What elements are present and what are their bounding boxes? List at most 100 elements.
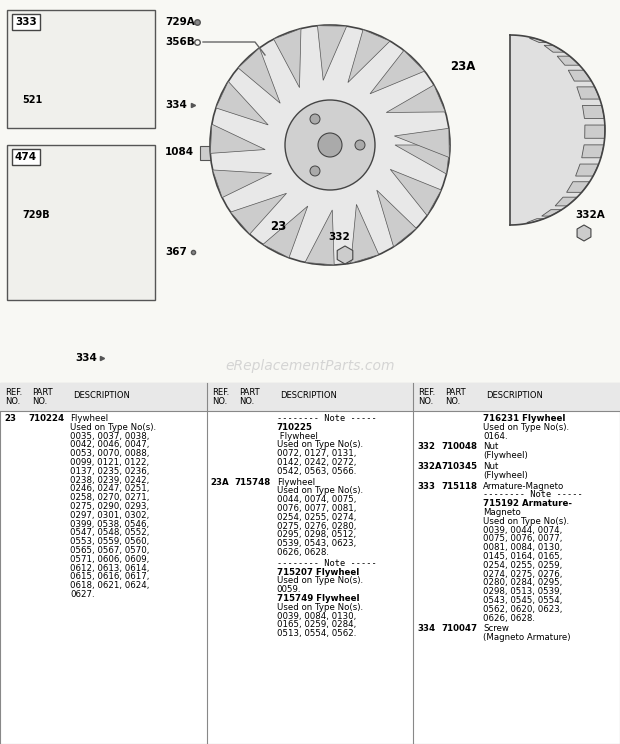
Bar	[12, 149, 40, 165]
Polygon shape	[577, 87, 600, 99]
Text: 715118: 715118	[441, 481, 477, 490]
Text: 0145, 0164, 0165,: 0145, 0164, 0165,	[484, 552, 563, 561]
Text: 0053, 0070, 0088,: 0053, 0070, 0088,	[70, 449, 149, 458]
Text: 0164.: 0164.	[484, 432, 508, 440]
Text: Used on Type No(s).: Used on Type No(s).	[277, 603, 363, 612]
Text: 23: 23	[4, 414, 16, 423]
Text: 334: 334	[417, 624, 435, 633]
Text: NO.: NO.	[5, 397, 20, 406]
Bar	[0, 383, 620, 744]
Text: Used on Type No(s).: Used on Type No(s).	[484, 517, 569, 526]
Text: -------- Note -----: -------- Note -----	[484, 490, 583, 499]
Text: 715207 Flywheel: 715207 Flywheel	[277, 568, 359, 577]
Text: 710048: 710048	[441, 443, 477, 452]
Text: 729A: 729A	[165, 17, 195, 27]
Text: 356B: 356B	[165, 37, 195, 47]
Circle shape	[210, 25, 450, 265]
Text: 0539, 0543, 0623,: 0539, 0543, 0623,	[277, 539, 356, 548]
Text: 0072, 0127, 0131,: 0072, 0127, 0131,	[277, 449, 356, 458]
Text: 474: 474	[15, 152, 37, 162]
Polygon shape	[273, 28, 301, 88]
Text: 0044, 0074, 0075,: 0044, 0074, 0075,	[277, 496, 356, 504]
Text: NO.: NO.	[418, 397, 433, 406]
Text: Magneto: Magneto	[484, 508, 521, 517]
Text: REF.: REF.	[418, 388, 436, 397]
Polygon shape	[542, 210, 562, 216]
Text: REF.: REF.	[5, 388, 22, 397]
Polygon shape	[210, 124, 265, 153]
Text: PART: PART	[239, 388, 259, 397]
Circle shape	[285, 100, 375, 190]
Text: 710047: 710047	[441, 624, 477, 633]
Text: Nut: Nut	[484, 462, 498, 471]
Text: -------- Note -----: -------- Note -----	[277, 414, 376, 423]
Polygon shape	[394, 128, 450, 158]
Text: 0295, 0298, 0512,: 0295, 0298, 0512,	[277, 530, 356, 539]
Text: PART: PART	[445, 388, 466, 397]
Polygon shape	[575, 164, 599, 176]
Polygon shape	[377, 190, 416, 247]
Polygon shape	[390, 170, 441, 216]
Text: 0543, 0545, 0554,: 0543, 0545, 0554,	[484, 596, 563, 605]
Text: 0298, 0513, 0539,: 0298, 0513, 0539,	[484, 587, 562, 596]
Text: 0165, 0259, 0284,: 0165, 0259, 0284,	[277, 620, 356, 629]
Polygon shape	[370, 51, 425, 94]
Text: 710224: 710224	[28, 414, 64, 423]
Text: 0571, 0606, 0609,: 0571, 0606, 0609,	[70, 555, 149, 564]
Polygon shape	[216, 81, 268, 125]
Text: Nut: Nut	[484, 443, 498, 452]
Text: 1084: 1084	[165, 147, 194, 157]
Text: 0547, 0548, 0552,: 0547, 0548, 0552,	[70, 528, 149, 537]
Text: DESCRIPTION: DESCRIPTION	[280, 391, 337, 400]
Text: REF.: REF.	[211, 388, 229, 397]
Text: 0238, 0239, 0242,: 0238, 0239, 0242,	[70, 475, 149, 484]
Polygon shape	[582, 145, 604, 158]
Circle shape	[355, 140, 365, 150]
Text: 0275, 0276, 0280,: 0275, 0276, 0280,	[277, 522, 356, 530]
Text: 367: 367	[165, 247, 187, 257]
Text: 0081, 0084, 0130,: 0081, 0084, 0130,	[484, 543, 563, 552]
Text: 332: 332	[328, 232, 350, 242]
Text: 0612, 0613, 0614,: 0612, 0613, 0614,	[70, 564, 149, 573]
Text: 0142, 0242, 0272,: 0142, 0242, 0272,	[277, 458, 356, 467]
Text: 0076, 0077, 0081,: 0076, 0077, 0081,	[277, 504, 356, 513]
Text: 0565, 0567, 0570,: 0565, 0567, 0570,	[70, 546, 149, 555]
Bar	[0, 0, 620, 383]
Text: 334: 334	[75, 353, 97, 363]
Text: Used on Type No(s).: Used on Type No(s).	[484, 423, 569, 432]
Text: 0627.: 0627.	[70, 590, 95, 599]
Text: Flywheel: Flywheel	[277, 432, 317, 440]
Text: NO.: NO.	[32, 397, 47, 406]
Bar	[0, 383, 620, 411]
Text: DESCRIPTION: DESCRIPTION	[486, 391, 543, 400]
Text: 23: 23	[270, 220, 286, 233]
Text: PART: PART	[32, 388, 53, 397]
Text: 333: 333	[417, 481, 435, 490]
Text: 0246, 0247, 0251,: 0246, 0247, 0251,	[70, 484, 149, 493]
Text: -------- Note -----: -------- Note -----	[277, 559, 376, 568]
Bar	[200, 146, 214, 160]
Polygon shape	[305, 210, 334, 265]
Polygon shape	[527, 219, 544, 222]
Polygon shape	[317, 25, 347, 80]
Text: eReplacementParts.com: eReplacementParts.com	[225, 359, 395, 373]
Text: 0618, 0621, 0624,: 0618, 0621, 0624,	[70, 581, 149, 590]
Polygon shape	[567, 182, 590, 193]
Polygon shape	[395, 145, 450, 174]
Text: DESCRIPTION: DESCRIPTION	[73, 391, 130, 400]
Text: Used on Type No(s).: Used on Type No(s).	[277, 440, 363, 449]
Polygon shape	[557, 56, 580, 65]
Text: Used on Type No(s).: Used on Type No(s).	[70, 423, 156, 432]
Polygon shape	[351, 205, 379, 263]
Text: 0275, 0290, 0293,: 0275, 0290, 0293,	[70, 502, 149, 511]
Text: Used on Type No(s).: Used on Type No(s).	[277, 487, 363, 496]
Text: 715192 Armature-: 715192 Armature-	[484, 499, 572, 508]
Polygon shape	[582, 106, 604, 118]
Text: NO.: NO.	[445, 397, 461, 406]
Text: Armature-Magneto: Armature-Magneto	[484, 481, 565, 490]
Circle shape	[310, 166, 320, 176]
Text: 0137, 0235, 0236,: 0137, 0235, 0236,	[70, 466, 149, 476]
Text: 0553, 0559, 0560,: 0553, 0559, 0560,	[70, 537, 149, 546]
Text: 0258, 0270, 0271,: 0258, 0270, 0271,	[70, 493, 149, 502]
Polygon shape	[555, 197, 577, 206]
